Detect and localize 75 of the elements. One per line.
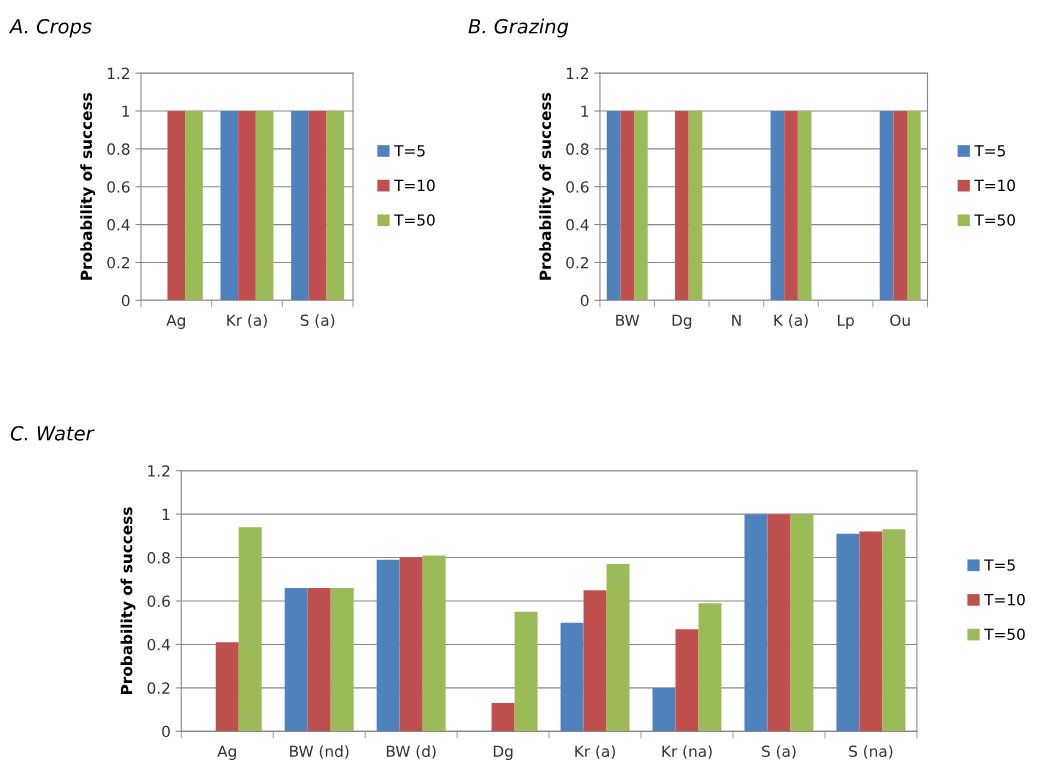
bar [744, 514, 768, 732]
y-tick-label: 1.2 [107, 67, 130, 79]
y-tick-label: 0.6 [107, 181, 130, 193]
bar [836, 533, 860, 732]
x-tick-label: Dg [493, 745, 513, 760]
y-tick-label: 1.2 [148, 465, 170, 477]
x-tick-label: K (a) [774, 314, 808, 328]
bar [652, 687, 676, 732]
y-tick-label: 0.4 [147, 638, 170, 651]
y-tick-label: 1 [122, 105, 130, 117]
bar [514, 611, 538, 732]
legend-label: T=10 [974, 179, 1015, 192]
x-tick-label: Ag [166, 314, 185, 329]
y-tick-label: 0.4 [566, 219, 589, 231]
legend-label: T=10 [984, 593, 1025, 606]
y-axis-title: Probability of success [120, 507, 136, 694]
legend-label: T=5 [974, 145, 1005, 157]
bar [422, 555, 446, 732]
y-tick-label: 1 [162, 508, 170, 520]
x-tick-label: S (a) [762, 745, 796, 759]
bar [767, 514, 791, 732]
y-tick-label: 0 [162, 725, 170, 738]
y-tick-label: 1 [581, 105, 589, 117]
bar [790, 514, 814, 732]
y-tick-label: 0 [580, 294, 589, 307]
chart-title: B. Grazing [468, 18, 569, 38]
bar [215, 642, 239, 732]
y-tick-label: 0 [121, 294, 130, 307]
bar [307, 587, 331, 732]
bar [399, 557, 423, 732]
y-tick-label: 0.8 [107, 143, 130, 155]
legend-label: T=10 [394, 179, 435, 192]
x-tick-label: BW (nd) [290, 745, 349, 759]
bar [560, 622, 584, 732]
legend-label: T=50 [394, 214, 435, 226]
legend-label: T=5 [394, 145, 425, 157]
y-tick-label: 0.6 [147, 595, 170, 608]
x-tick-label: S (na) [849, 745, 893, 759]
bar [238, 527, 262, 732]
y-tick-label: 0.6 [566, 181, 589, 193]
bar [859, 531, 883, 732]
bar [330, 587, 354, 732]
x-tick-label: N [732, 314, 741, 326]
x-tick-label: S (a) [300, 314, 335, 328]
y-axis-title: Probability of success [80, 93, 96, 280]
x-tick-label: Dg [672, 314, 692, 329]
legend-label: T=50 [984, 628, 1025, 641]
x-tick-label: Kr (a) [575, 745, 615, 759]
x-tick-label: Ou [890, 314, 910, 327]
x-tick-label: Ag [217, 745, 236, 760]
y-tick-label: 0.8 [566, 143, 589, 155]
y-tick-label: 1.2 [566, 67, 589, 79]
y-tick-label: 0.8 [147, 552, 170, 564]
chart-title: C. Water [10, 425, 95, 441]
x-tick-label: Kr (na) [662, 745, 712, 759]
bar [882, 529, 906, 732]
bar [376, 559, 400, 732]
legend-label: T=5 [984, 559, 1015, 571]
bar [284, 587, 308, 732]
y-tick-label: 0.2 [566, 256, 589, 269]
chart-title: A. Crops [8, 18, 92, 38]
y-axis-title: Probability of success [539, 93, 555, 280]
y-tick-label: 0.2 [107, 256, 130, 269]
bar [583, 590, 607, 732]
y-tick-label: 0.4 [107, 219, 130, 231]
legend-label: T=50 [974, 214, 1015, 226]
x-tick-label: Kr (a) [227, 314, 267, 328]
bar [698, 603, 722, 732]
bar [491, 703, 515, 732]
bar [675, 629, 699, 732]
x-tick-label: Lp [838, 314, 854, 329]
y-tick-label: 0.2 [147, 682, 170, 694]
x-tick-label: BW [616, 314, 640, 326]
bar [606, 564, 630, 732]
x-tick-label: BW (d) [386, 745, 436, 759]
